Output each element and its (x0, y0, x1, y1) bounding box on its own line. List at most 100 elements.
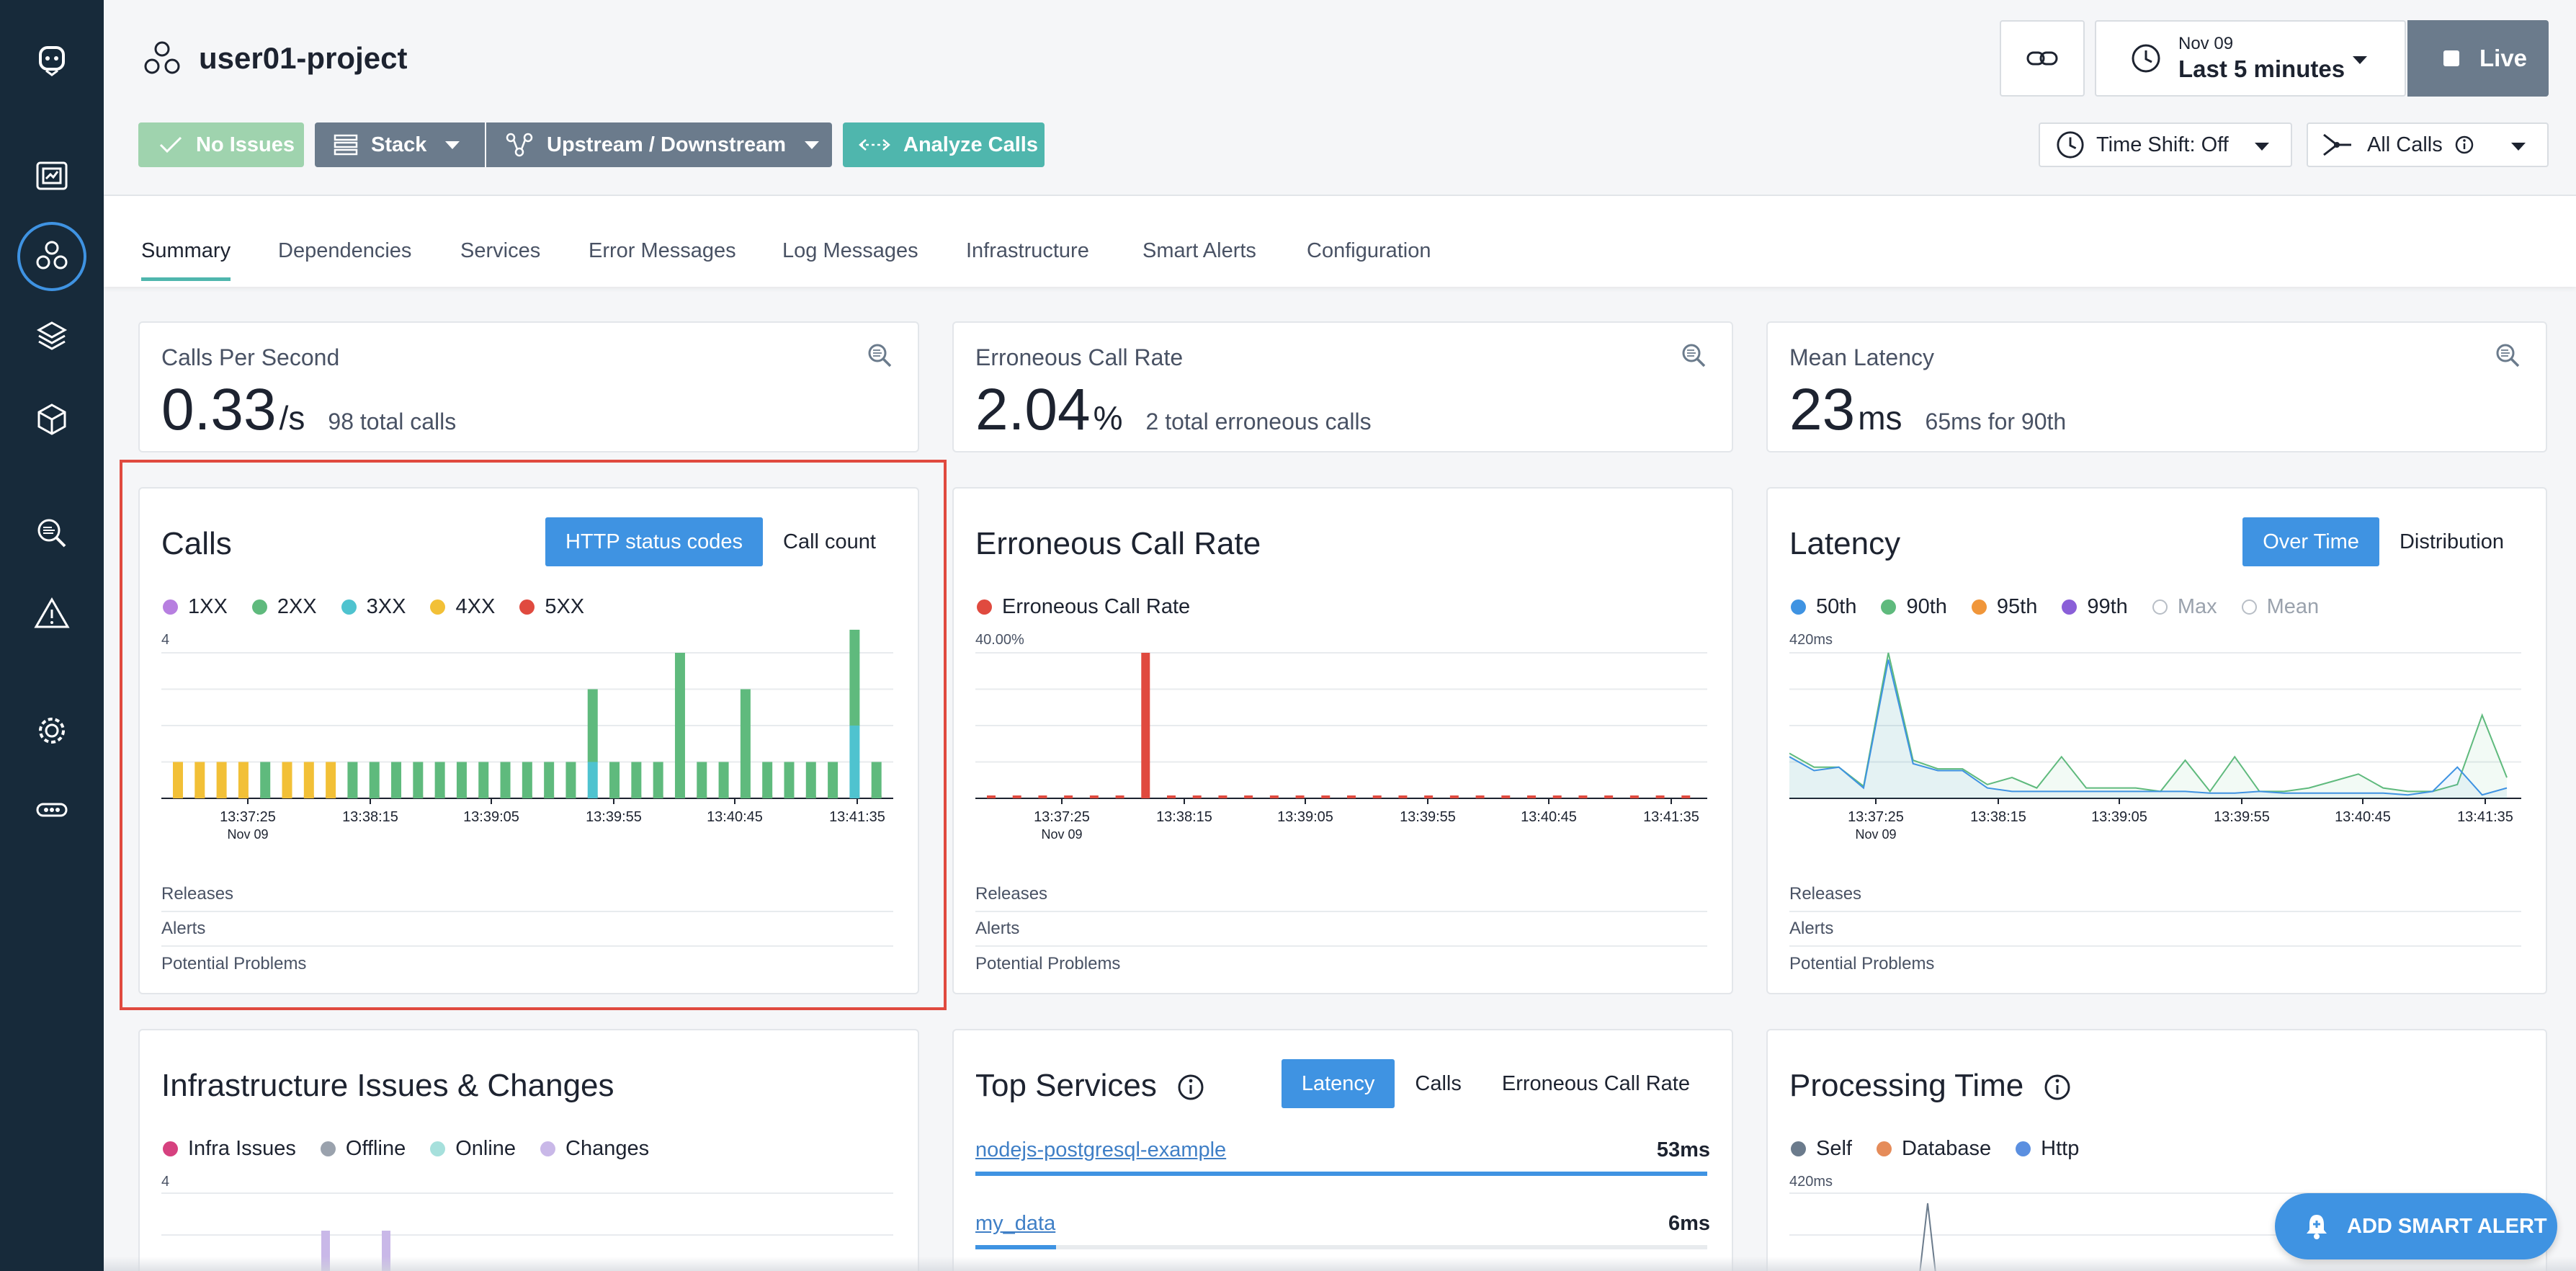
potential-problems-row[interactable]: Potential Problems (975, 954, 1121, 973)
distribution-toggle[interactable]: Distribution (2399, 530, 2504, 553)
legend-item[interactable]: Online (430, 1137, 516, 1161)
tab-dependencies[interactable]: Dependencies (278, 239, 412, 262)
time-range-picker[interactable]: Nov 09 Last 5 minutes (2095, 20, 2406, 97)
potential-problems-row[interactable]: Potential Problems (161, 954, 307, 973)
latency-chart[interactable]: 420ms 13:37:25 13:38:15 13:39:05 13:39:55 13:… (1789, 630, 2524, 846)
alerts-row[interactable]: Alerts (975, 912, 1707, 947)
legend-label: 1XX (188, 595, 228, 618)
legend-item[interactable]: Max (2152, 595, 2217, 619)
call-count-toggle[interactable]: Call count (783, 530, 876, 553)
settings-icon[interactable] (24, 703, 79, 758)
legend-label: 90th (1906, 595, 1947, 618)
time-shift-dropdown[interactable]: Time Shift: Off (2039, 122, 2292, 167)
legend-item[interactable]: Mean (2241, 595, 2319, 619)
annotation-rows: Releases Alerts Potential Problems (1789, 878, 2521, 981)
chevron-down-icon (805, 141, 819, 149)
instana-logo-icon[interactable] (24, 32, 79, 86)
info-icon[interactable] (2044, 1074, 2071, 1101)
releases-row[interactable]: Releases (1789, 878, 2521, 912)
releases-row[interactable]: Releases (975, 878, 1707, 912)
legend-label: Database (1901, 1137, 1992, 1160)
error-bar (1629, 795, 1639, 798)
bar-2xx (565, 762, 576, 798)
erroneous-chart[interactable]: 40.00% 13:37:25 13:38:15 13:39:05 13:39:55 13… (975, 630, 1710, 846)
legend-item[interactable]: Infra Issues (163, 1137, 296, 1161)
legend-item[interactable]: Changes (540, 1137, 649, 1161)
legend-item[interactable]: 5XX (519, 595, 584, 619)
http-status-codes-toggle[interactable]: HTTP status codes (545, 517, 764, 566)
tab-infrastructure[interactable]: Infrastructure (966, 239, 1089, 262)
y-max-label: 420ms (1789, 1174, 1833, 1190)
card-title: Top Services (975, 1068, 1204, 1104)
zoom-icon[interactable] (866, 342, 893, 369)
erroneous-call-rate-toggle[interactable]: Erroneous Call Rate (1501, 1071, 1690, 1095)
tab-services[interactable]: Services (460, 239, 541, 262)
analyze-calls-button[interactable]: Analyze Calls (843, 122, 1045, 167)
analytics-icon[interactable] (24, 506, 79, 561)
stack-dropdown[interactable]: Stack (315, 122, 485, 167)
legend-item[interactable]: Self (1791, 1137, 1852, 1161)
info-icon[interactable] (2454, 135, 2474, 155)
legend-item[interactable]: Offline (320, 1137, 406, 1161)
events-icon[interactable] (24, 587, 79, 641)
legend-item[interactable]: 3XX (341, 595, 406, 619)
legend-item[interactable]: 95th (1971, 595, 2038, 619)
applications-icon[interactable] (17, 222, 86, 291)
bar-2xx (413, 762, 424, 798)
alerts-row[interactable]: Alerts (161, 912, 893, 947)
legend-item[interactable]: 90th (1881, 595, 1947, 619)
legend-item[interactable]: Erroneous Call Rate (977, 595, 1190, 619)
live-button[interactable]: Live (2407, 20, 2549, 97)
x-date-label: Nov 09 (1855, 827, 1896, 842)
stack-label: Stack (371, 133, 427, 156)
stat-unit: % (1093, 399, 1123, 437)
top-services-card: Top Services Latency Calls Erroneous Cal… (952, 1029, 1733, 1271)
service-link[interactable]: my_data (975, 1212, 1056, 1235)
tab-configuration[interactable]: Configuration (1307, 239, 1431, 262)
all-calls-dropdown[interactable]: All Calls (2307, 122, 2549, 167)
potential-problems-row[interactable]: Potential Problems (1789, 954, 1935, 973)
stat-label: Calls Per Second (161, 344, 340, 370)
tab-summary[interactable]: Summary (141, 239, 231, 281)
legend-item[interactable]: Database (1876, 1137, 1992, 1161)
zoom-icon[interactable] (2494, 342, 2521, 369)
service-bar-fill (975, 1172, 1707, 1176)
bar-4xx (238, 762, 249, 798)
legend-item[interactable]: Http (2016, 1137, 2079, 1161)
latency-view-toggle: Over Time Distribution (2242, 517, 2524, 566)
service-link[interactable]: nodejs-postgresql-example (975, 1138, 1227, 1161)
legend-item[interactable]: 2XX (251, 595, 317, 619)
error-bar (1578, 795, 1588, 798)
dashboards-icon[interactable] (24, 148, 79, 203)
legend-item[interactable]: 4XX (430, 595, 495, 619)
add-smart-alert-button[interactable]: ADD SMART ALERT (2275, 1193, 2557, 1259)
upstream-downstream-dropdown[interactable]: Upstream / Downstream (486, 122, 832, 167)
calls-chart[interactable]: 4 13:37:25 13:38:15 13:39:05 13:39:55 13:40:4… (161, 630, 896, 846)
latency-chart-card: Latency Over Time Distribution 50th 90th… (1766, 487, 2547, 994)
calls-toggle[interactable]: Calls (1415, 1071, 1462, 1095)
latency-toggle[interactable]: Latency (1281, 1059, 1395, 1108)
bar-2xx (456, 762, 467, 798)
releases-row[interactable]: Releases (161, 878, 893, 912)
y-max-label: 4 (161, 1174, 169, 1190)
legend-item[interactable]: 50th (1791, 595, 1856, 619)
legend-label: Erroneous Call Rate (1002, 595, 1191, 618)
no-issues-button[interactable]: No Issues (138, 122, 304, 167)
tab-smart-alerts[interactable]: Smart Alerts (1142, 239, 1256, 262)
legend-label: 95th (1996, 595, 2038, 618)
over-time-toggle[interactable]: Over Time (2242, 517, 2379, 566)
tab-error-messages[interactable]: Error Messages (589, 239, 736, 262)
legend-item[interactable]: 99th (2062, 595, 2128, 619)
infrastructure-icon[interactable] (24, 392, 79, 447)
more-icon[interactable] (24, 782, 79, 837)
platforms-icon[interactable] (24, 308, 79, 363)
service-bar-fill (975, 1245, 1056, 1249)
info-icon[interactable] (1177, 1074, 1204, 1101)
share-link-button[interactable] (2000, 20, 2085, 97)
legend-dot (2016, 1141, 2031, 1156)
zoom-icon[interactable] (1680, 342, 1707, 369)
legend-item[interactable]: 1XX (163, 595, 228, 619)
tab-log-messages[interactable]: Log Messages (782, 239, 918, 262)
alerts-row[interactable]: Alerts (1789, 912, 2521, 947)
calls-filter-icon (2323, 133, 2351, 156)
